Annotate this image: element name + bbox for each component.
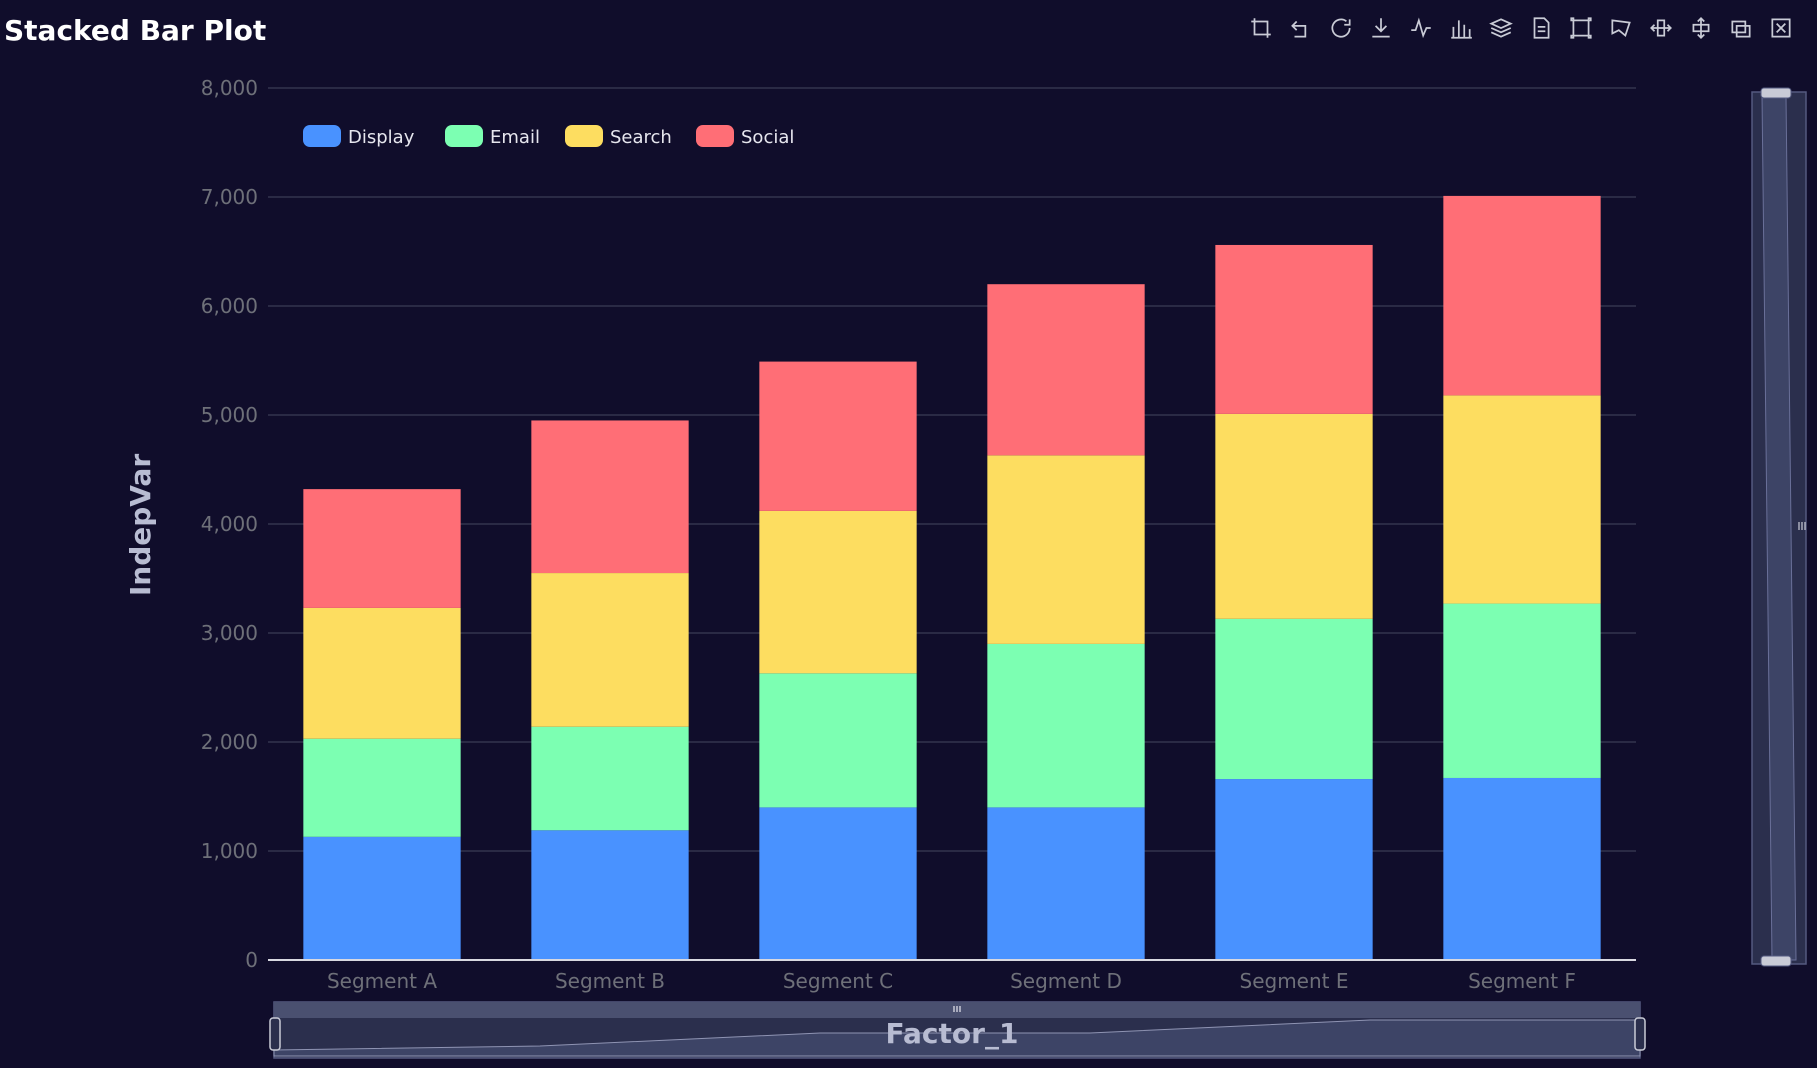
x-zoom-preview (273, 1019, 1641, 1057)
bar-segment[interactable] (1215, 779, 1373, 960)
brush-polygon-icon[interactable] (1605, 12, 1637, 44)
bar-segment[interactable] (303, 607, 461, 739)
bar-segment[interactable] (987, 807, 1145, 960)
bar-chart-icon[interactable] (1445, 12, 1477, 44)
legend[interactable]: Display Email Search Social (303, 125, 794, 148)
bar-segment[interactable] (531, 726, 689, 831)
y-zoom-grip-icon[interactable] (1798, 522, 1806, 530)
zoom-icon[interactable] (1245, 12, 1277, 44)
bar-segment[interactable] (759, 510, 917, 674)
x-tick-label: Segment A (327, 969, 437, 993)
legend-swatch (565, 125, 603, 147)
x-tick-label: Segment E (1240, 969, 1349, 993)
x-tick-label: Segment C (783, 969, 893, 993)
legend-item[interactable]: Email (445, 125, 540, 148)
bar-segment[interactable] (987, 284, 1145, 456)
bar-segment[interactable] (1215, 618, 1373, 780)
y-data-zoom[interactable] (1751, 87, 1807, 967)
y-tick-label: 8,000 (201, 76, 258, 100)
bar-segment[interactable] (759, 807, 917, 960)
bar-segment[interactable] (759, 673, 917, 808)
bar-segment[interactable] (531, 573, 689, 727)
x-tick-label: Segment D (1010, 969, 1122, 993)
bar-segment[interactable] (531, 830, 689, 960)
legend-label: Social (741, 127, 794, 148)
x-axis-title: Factor_1 (886, 1017, 1019, 1050)
legend-swatch (445, 125, 483, 147)
brush-rect-icon[interactable] (1565, 12, 1597, 44)
x-zoom-handle-right[interactable] (1634, 1017, 1646, 1051)
restore-icon[interactable] (1325, 12, 1357, 44)
y-tick-label: 7,000 (201, 185, 258, 209)
y-axis-title: IndepVar (124, 454, 157, 596)
y-tick-label: 4,000 (201, 512, 258, 536)
y-tick-label: 0 (245, 948, 258, 972)
x-tick-label: Segment F (1468, 969, 1576, 993)
bar-segment[interactable] (1443, 195, 1601, 396)
legend-item[interactable]: Display (303, 125, 415, 148)
y-zoom-handle-top[interactable] (1760, 87, 1792, 99)
legend-label: Search (610, 127, 672, 148)
bar-segment[interactable] (531, 420, 689, 574)
y-zoom-handle-bottom[interactable] (1760, 955, 1792, 967)
bar-segment[interactable] (303, 738, 461, 837)
toolbox (1245, 12, 1797, 44)
bar-segment[interactable] (759, 361, 917, 511)
legend-item[interactable]: Search (565, 125, 672, 148)
page-title: Stacked Bar Plot (4, 14, 267, 47)
bar-segment[interactable] (1443, 603, 1601, 778)
data-view-icon[interactable] (1525, 12, 1557, 44)
brush-line-x-icon[interactable] (1645, 12, 1677, 44)
legend-item[interactable]: Social (696, 125, 794, 148)
bar-segment[interactable] (303, 489, 461, 608)
bar-segment[interactable] (1215, 244, 1373, 414)
bar-segment[interactable] (1215, 413, 1373, 619)
zoom-reset-icon[interactable] (1285, 12, 1317, 44)
y-tick-label: 2,000 (201, 730, 258, 754)
grid (268, 87, 1636, 852)
legend-swatch (696, 125, 734, 147)
y-tick-label: 5,000 (201, 403, 258, 427)
bar-segment[interactable] (303, 836, 461, 960)
bar-segment[interactable] (987, 455, 1145, 644)
line-chart-icon[interactable] (1405, 12, 1437, 44)
legend-swatch (303, 125, 341, 147)
bars[interactable] (303, 195, 1601, 960)
legend-label: Email (490, 127, 540, 148)
legend-label: Display (348, 127, 415, 148)
download-icon[interactable] (1365, 12, 1397, 44)
brush-line-y-icon[interactable] (1685, 12, 1717, 44)
x-zoom-grip-icon[interactable] (953, 1006, 961, 1012)
x-data-zoom[interactable] (269, 1001, 1646, 1059)
brush-clear-icon[interactable] (1765, 12, 1797, 44)
bar-segment[interactable] (1443, 777, 1601, 960)
x-zoom-handle-left[interactable] (269, 1017, 281, 1051)
axes: 0 1,000 2,000 3,000 4,000 5,000 6,000 7,000 8,00… (201, 76, 1636, 993)
brush-keep-icon[interactable] (1725, 12, 1757, 44)
y-tick-label: 3,000 (201, 621, 258, 645)
bar-segment[interactable] (1443, 395, 1601, 604)
stack-icon[interactable] (1485, 12, 1517, 44)
y-tick-label: 1,000 (201, 839, 258, 863)
x-tick-label: Segment B (555, 969, 665, 993)
bar-segment[interactable] (987, 643, 1145, 808)
y-tick-label: 6,000 (201, 294, 258, 318)
